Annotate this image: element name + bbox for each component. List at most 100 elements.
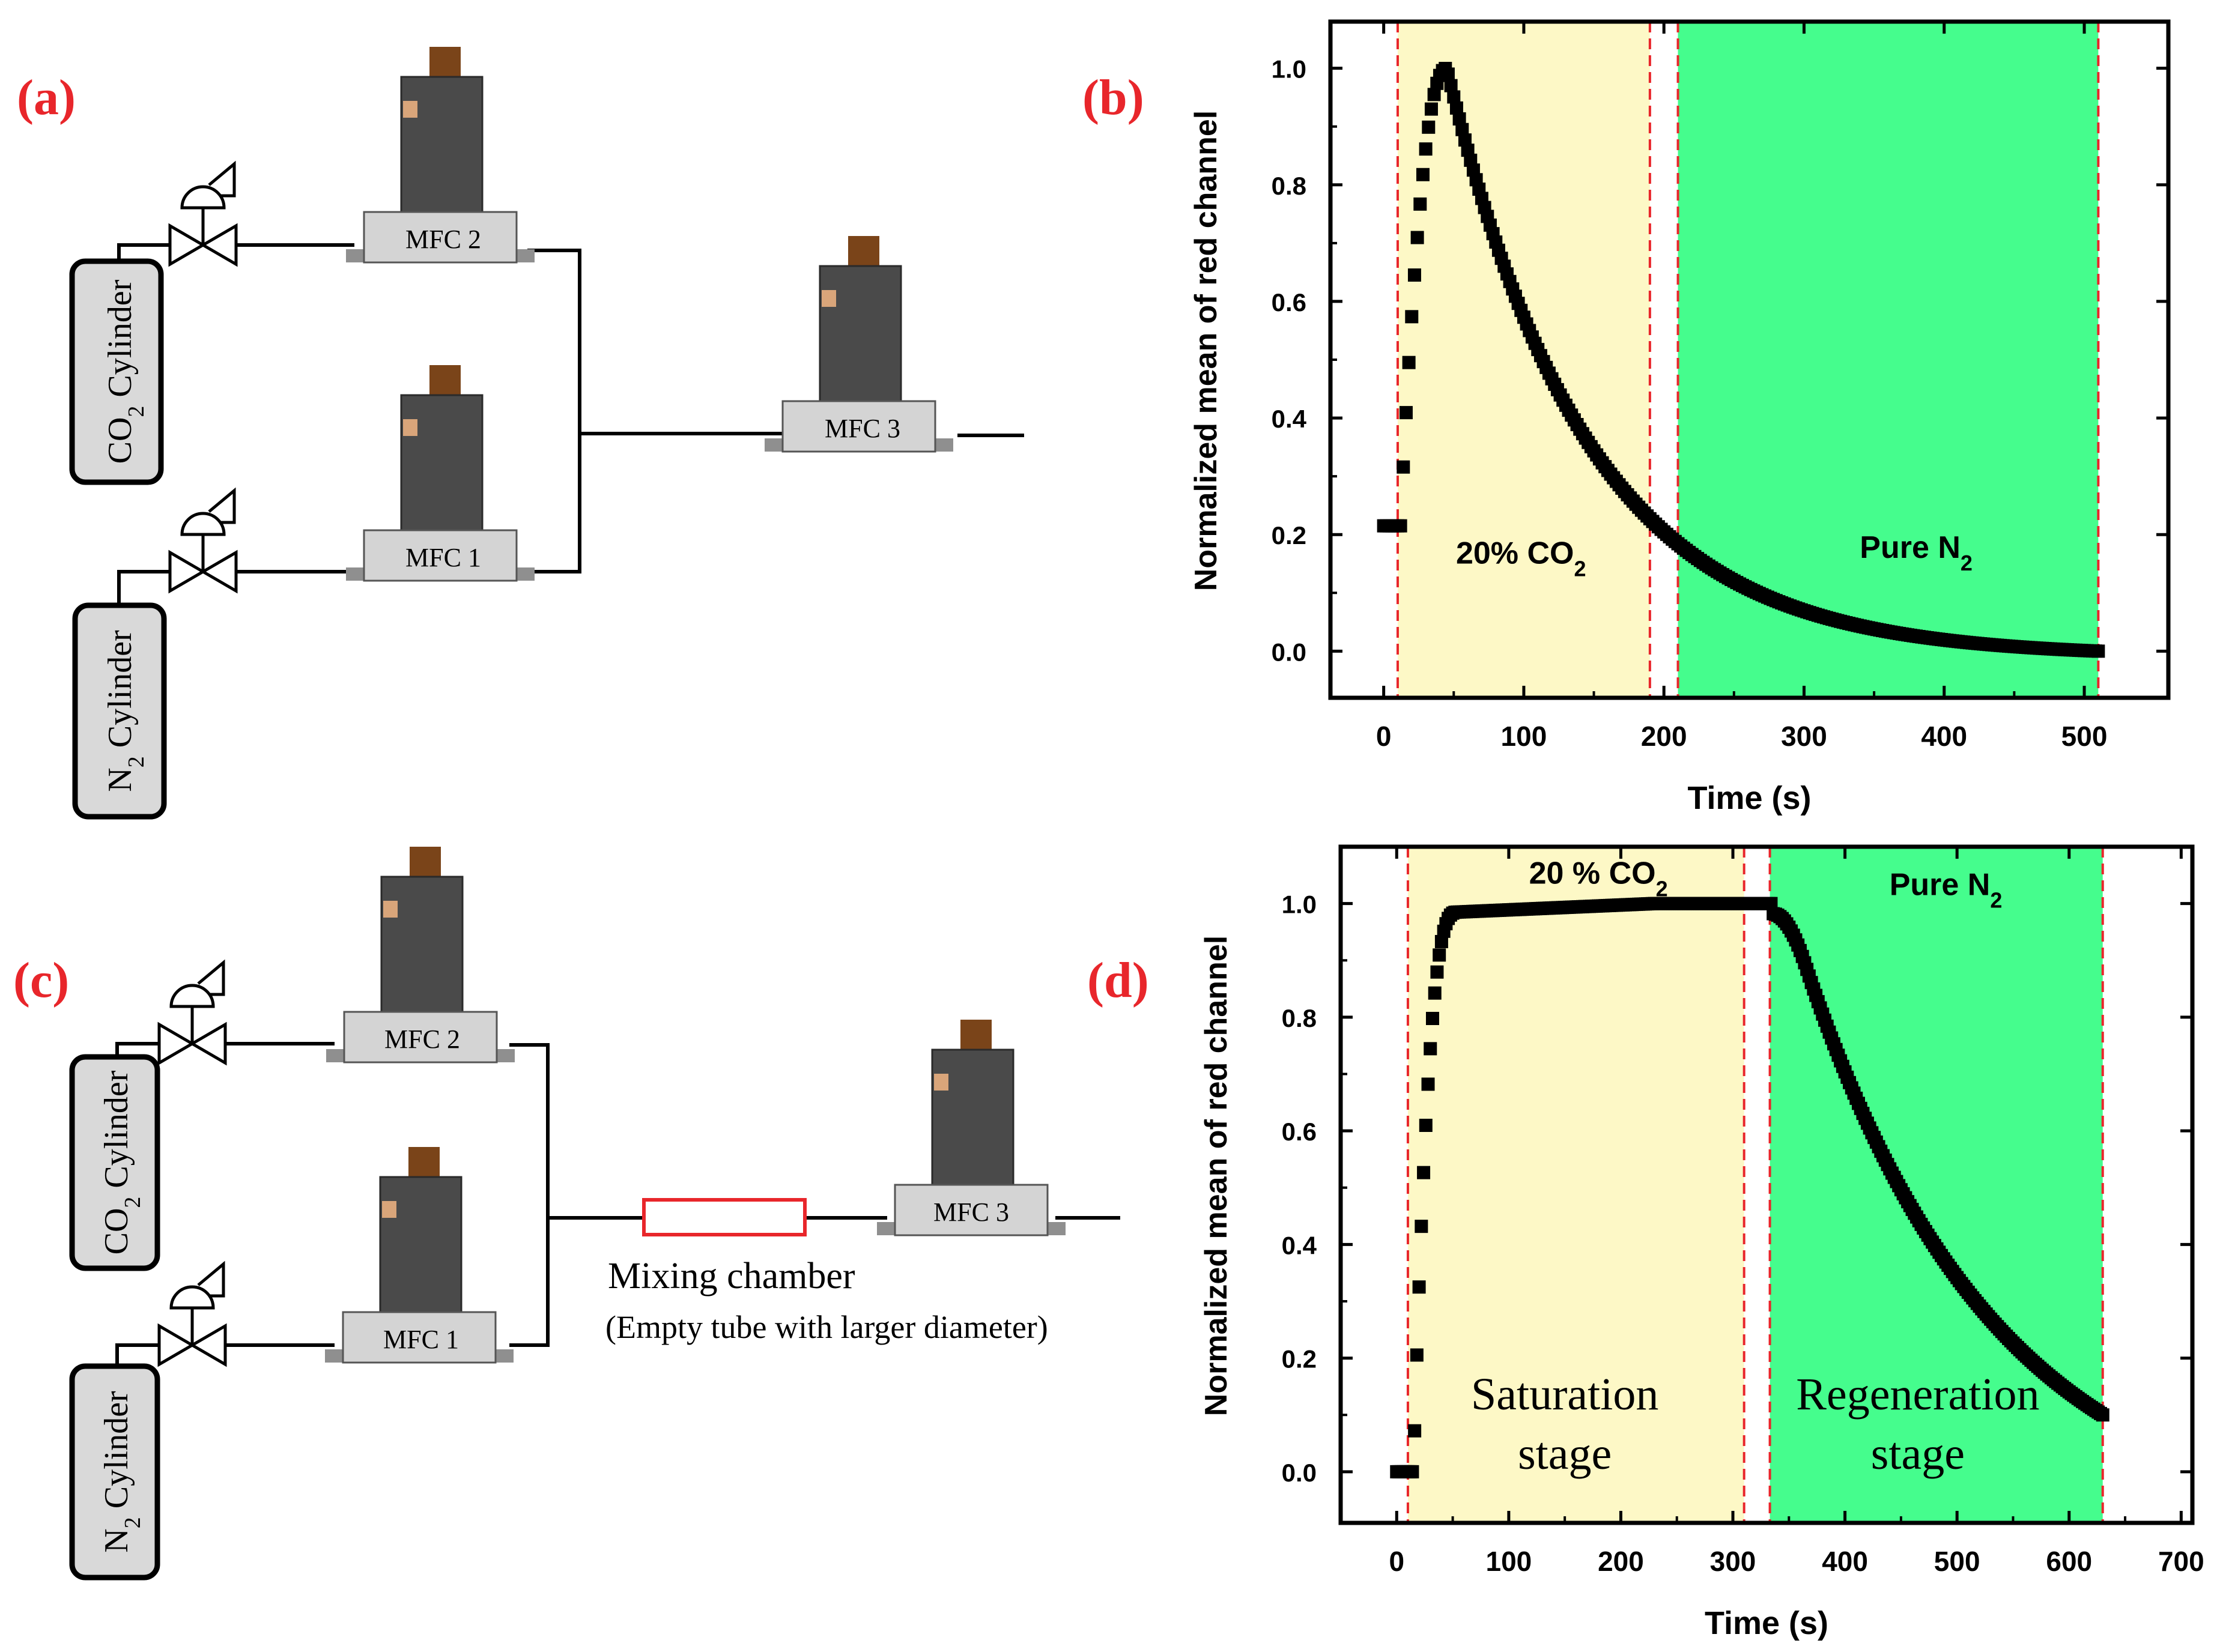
y-tick-label: 0.4 [1282, 1231, 1317, 1259]
y-tick-label: 0.2 [1272, 521, 1306, 549]
stage-label-line1: Saturation [1471, 1369, 1658, 1420]
region-annotation: 20% CO2 [1456, 536, 1586, 581]
x-tick-label: 700 [2158, 1546, 2204, 1577]
data-point [1430, 965, 1444, 979]
mixing-chamber [642, 1198, 807, 1236]
y-tick-label: 0.0 [1272, 638, 1306, 666]
n2-cylinder-c: N2 Cylinder [69, 1363, 160, 1581]
data-point [2091, 644, 2105, 658]
data-point [1406, 1465, 1419, 1478]
mfc1-c: MFC 1 [324, 1146, 515, 1364]
mfc1-a: MFC 1 [345, 364, 536, 582]
mixing-chamber-note: (Empty tube with larger diameter) [605, 1309, 1048, 1345]
y-axis-label: Normalized mean of red channel [1189, 110, 1224, 591]
stage-label-line2: stage [1518, 1429, 1612, 1479]
panel-d: (d) 0 100 200 300 400 500 600 700 0.0 0.2 0.4 0.6 0.… [1087, 844, 2204, 1641]
mfc2-a: MFC 2 [345, 46, 536, 264]
panel-b-label: (b) [1082, 70, 1144, 126]
panel-a-pipes [117, 243, 1024, 605]
y-tick-label: 0.2 [1282, 1345, 1317, 1373]
x-tick-label: 200 [1641, 721, 1687, 752]
data-point [1424, 1042, 1437, 1056]
data-point [1417, 1166, 1431, 1179]
data-point [1424, 102, 1438, 116]
y-tick-label: 0.6 [1272, 288, 1306, 316]
data-point [1419, 1118, 1433, 1132]
region-annotation: Pure N2 [1890, 867, 2003, 912]
data-point [1461, 144, 1475, 157]
data-point [1425, 1012, 1439, 1026]
y-tick-label: 0.8 [1282, 1004, 1317, 1032]
region-annotation: Pure N2 [1860, 530, 1973, 575]
data-point [1449, 101, 1463, 115]
co2-valve-c-icon [159, 963, 225, 1063]
data-point [1458, 133, 1472, 147]
y-tick-label: 0.0 [1282, 1459, 1317, 1487]
data-point [1419, 142, 1433, 156]
panel-d-label: (d) [1087, 952, 1149, 1008]
n2-valve-c-icon [159, 1264, 225, 1364]
y-tick-label: 0.8 [1272, 172, 1306, 200]
mfc3-c-label: MFC 3 [933, 1197, 1009, 1227]
n2-cylinder-c-label: N2 Cylinder [98, 1391, 145, 1553]
panel-a-label: (a) [17, 70, 76, 126]
x-tick-label: 500 [2061, 721, 2108, 752]
data-point [1405, 310, 1419, 324]
x-tick-label: 600 [2046, 1546, 2092, 1577]
data-point [1452, 112, 1466, 126]
n2-valve-a-icon [170, 491, 236, 591]
y-tick-label: 1.0 [1272, 55, 1306, 83]
x-tick-label: 500 [1934, 1546, 1980, 1577]
data-point [1428, 986, 1442, 1000]
data-point [1410, 231, 1424, 244]
data-point [1410, 1348, 1424, 1362]
n2-cylinder-a-label: N2 Cylinder [102, 630, 149, 792]
region-saturation [1407, 847, 1744, 1523]
chart-d: 0 100 200 300 400 500 600 700 0.0 0.2 0.4 0.6 0.8 1.0… [1199, 844, 2204, 1641]
region-co2 [1397, 22, 1650, 698]
x-tick-label: 400 [1822, 1546, 1868, 1577]
data-point [1421, 1077, 1435, 1091]
data-point [1441, 67, 1455, 81]
mfc3-a-label: MFC 3 [825, 414, 900, 443]
region-annotation: 20 % CO2 [1529, 856, 1668, 901]
x-tick-label: 200 [1598, 1546, 1644, 1577]
panel-c-label: (c) [13, 952, 69, 1008]
mfc3-a: MFC 3 [763, 235, 954, 453]
data-point [1407, 268, 1421, 282]
y-tick-label: 0.6 [1282, 1118, 1317, 1146]
mfc1-c-label: MFC 1 [383, 1325, 459, 1354]
data-point [1444, 79, 1458, 92]
data-point [1402, 356, 1416, 369]
mfc3-c: MFC 3 [876, 1018, 1067, 1236]
x-tick-label: 100 [1501, 721, 1547, 752]
data-point [1412, 1280, 1426, 1294]
x-tick-label: 0 [1376, 721, 1392, 752]
co2-cylinder-c-label: CO2 Cylinder [98, 1070, 145, 1254]
data-point [1399, 406, 1413, 420]
chart-b: 0 100 200 300 400 500 0.0 0.2 0.4 0.6 0.8 1.0 Time (… [1189, 19, 2171, 816]
region-regeneration [1770, 847, 2103, 1523]
data-point [1416, 168, 1430, 181]
data-point [1455, 123, 1469, 136]
data-point [1764, 897, 1778, 910]
stage-label-line1: Regeneration [1796, 1369, 2039, 1420]
y-tick-label: 0.4 [1272, 405, 1307, 433]
data-point [1427, 88, 1441, 101]
data-point [2096, 1408, 2109, 1422]
mfc2-a-label: MFC 2 [405, 225, 481, 254]
panel-c-pipes [115, 1042, 1120, 1366]
x-tick-label: 300 [1710, 1546, 1756, 1577]
co2-cylinder-c: CO2 Cylinder [69, 1054, 160, 1271]
y-axis-label: Normalized mean of red channel [1199, 936, 1234, 1416]
mfc2-c: MFC 2 [325, 846, 516, 1064]
data-point [1394, 519, 1407, 533]
x-axis-label: Time (s) [1687, 780, 1811, 816]
panel-a: (a) CO2 Cylinder N2 Cylinder MFC 2 MFC 1 [17, 46, 1024, 820]
mfc2-c-label: MFC 2 [384, 1024, 460, 1054]
x-tick-label: 400 [1921, 721, 1967, 752]
y-tick-label: 1.0 [1282, 891, 1317, 919]
data-point [1433, 948, 1446, 962]
panel-c: (c) CO2 Cylinder N2 Cylinder MFC 2 MF [13, 846, 1120, 1581]
